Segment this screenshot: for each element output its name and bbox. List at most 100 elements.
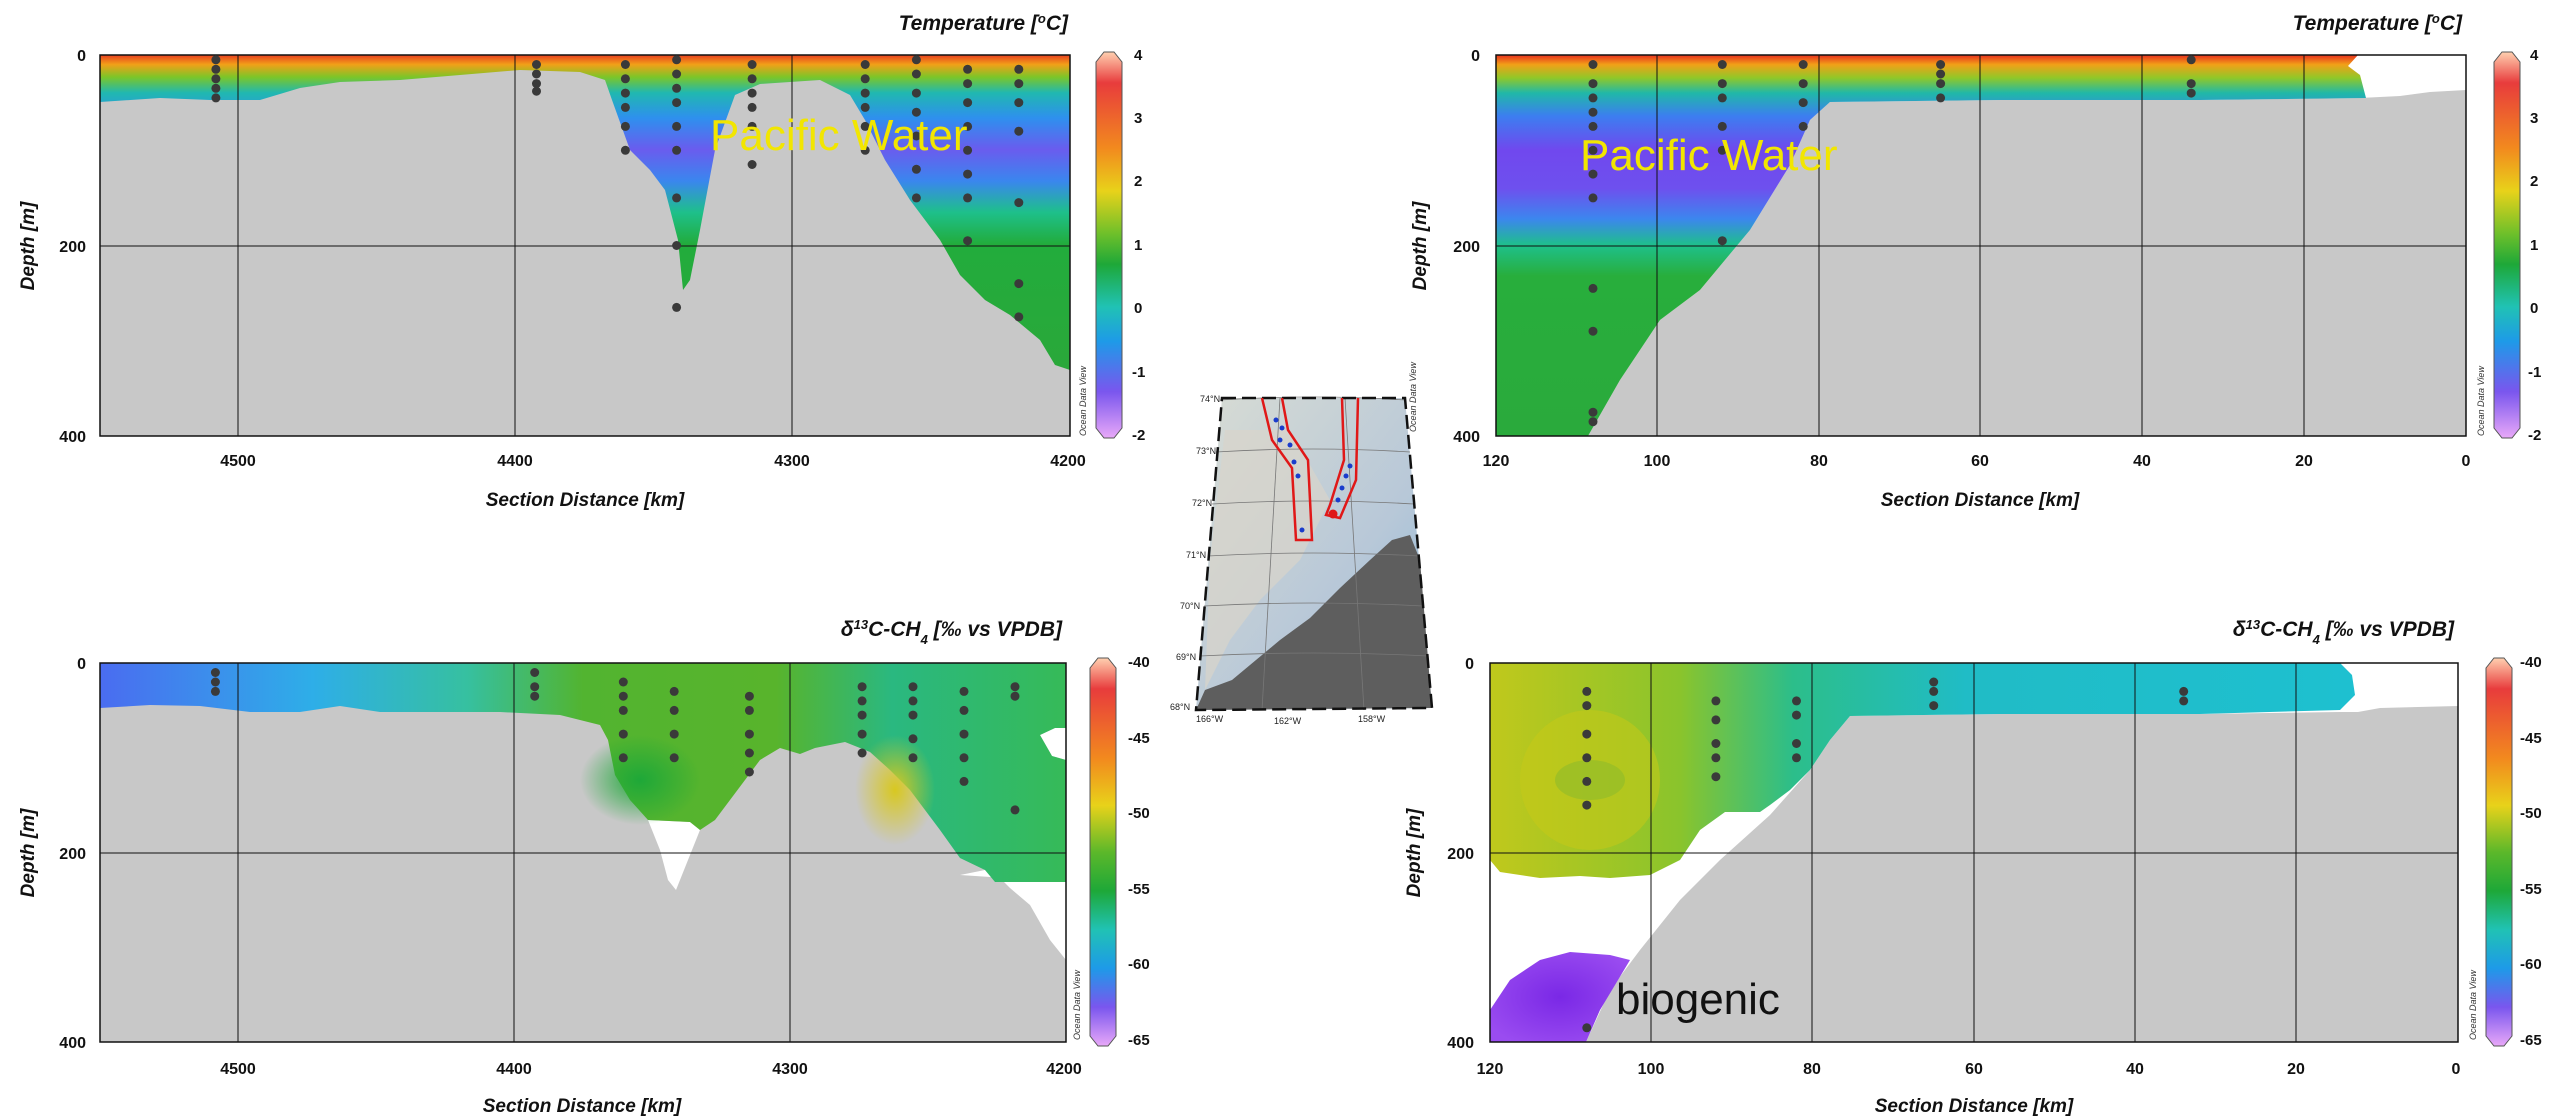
- station-sample-point: [618, 705, 628, 715]
- colorbar-tick: -1: [1132, 364, 1145, 381]
- station-sample-point: [747, 74, 757, 84]
- colorbar-tick: -55: [1128, 881, 1150, 898]
- colorbar-tick: 1: [1134, 237, 1142, 254]
- station-sample-point: [1582, 701, 1592, 711]
- station-sample-point: [2186, 88, 2196, 98]
- station-sample-point: [1798, 98, 1808, 108]
- station-sample-point: [744, 748, 754, 758]
- y-axis-label: Depth [m]: [18, 201, 39, 290]
- station-sample-point: [211, 93, 221, 103]
- x-tick-label: 40: [2126, 1061, 2144, 1078]
- station-sample-point: [1717, 121, 1727, 131]
- station-sample-point: [1014, 98, 1024, 108]
- odv-watermark: Ocean Data View: [1078, 366, 1088, 436]
- station-sample-point: [210, 668, 220, 677]
- odv-watermark: Ocean Data View: [2468, 970, 2478, 1040]
- map-lon-labels: 166°W 162°W 158°W: [1196, 714, 1386, 726]
- colorbar-tick: -50: [2520, 805, 2542, 822]
- colorbar-tick: -65: [2520, 1032, 2542, 1049]
- map-lat-label: 73°N: [1196, 446, 1216, 456]
- station-sample-point: [618, 691, 628, 701]
- station-sample-point: [860, 74, 870, 84]
- station-sample-point: [1717, 79, 1727, 89]
- station-sample-point: [1936, 79, 1946, 89]
- station-sample-point: [1588, 93, 1598, 103]
- map-station-dot: [1335, 497, 1341, 503]
- colorbar-tick: -50: [1128, 805, 1150, 822]
- annotation-biogenic: biogenic: [1616, 975, 1780, 1024]
- station-sample-point: [530, 682, 540, 692]
- colorbar-tick: 4: [1134, 47, 1143, 64]
- x-tick-label: 4500: [220, 1061, 256, 1078]
- station-sample-point: [860, 88, 870, 98]
- x-tick-label: 40: [2133, 453, 2151, 470]
- terrain-fill: [1586, 706, 2458, 1042]
- station-sample-point: [672, 69, 682, 79]
- station-sample-point: [1014, 79, 1024, 89]
- station-sample-point: [1588, 193, 1598, 203]
- map-station-dot: [1277, 437, 1283, 443]
- station-sample-point: [860, 145, 870, 155]
- station-sample-point: [1010, 682, 1020, 692]
- colorbar-tick: 2: [2530, 173, 2538, 190]
- grid-temperature-right: [1496, 55, 2466, 436]
- y-tick-label: 200: [59, 239, 86, 256]
- colorbar-tick: -45: [2520, 730, 2542, 747]
- station-sample-point: [211, 74, 221, 84]
- station-sample-point: [532, 79, 541, 89]
- plot-frame: [99, 54, 1071, 437]
- y-tick-label: 200: [59, 846, 86, 863]
- station-sample-point: [1936, 69, 1946, 79]
- map-lon-label: 162°W: [1274, 716, 1302, 726]
- station-sample-point: [1582, 729, 1592, 739]
- station-sample-point: [908, 734, 918, 744]
- station-sample-point: [857, 710, 867, 720]
- x-tick-label: 0: [2462, 453, 2471, 470]
- odv-watermark: Ocean Data View: [1072, 970, 1082, 1040]
- station-sample-point: [963, 64, 973, 74]
- stations-d13c-right: [1582, 677, 2189, 1033]
- station-sample-point: [1014, 64, 1024, 74]
- chart-title: Temperature [oC]: [899, 11, 1069, 36]
- station-sample-point: [1792, 696, 1801, 706]
- station-sample-point: [857, 696, 867, 706]
- colorbar-tick: 0: [2530, 300, 2538, 317]
- station-sample-point: [211, 55, 221, 65]
- station-sample-point: [911, 88, 921, 98]
- station-sample-point: [959, 705, 969, 715]
- y-tick-labels: 0 200 400: [1453, 48, 1480, 446]
- station-sample-point: [620, 102, 630, 112]
- x-tick-label: 4400: [496, 1061, 532, 1078]
- colorbar-tick: 1: [2530, 237, 2538, 254]
- station-sample-point: [210, 686, 220, 696]
- field-d13c-left: [100, 663, 1066, 882]
- y-tick-label: 400: [1453, 429, 1480, 446]
- station-sample-point: [672, 302, 682, 312]
- colorbar-tick: 2: [1134, 173, 1142, 190]
- x-tick-label: 120: [1477, 1061, 1504, 1078]
- station-sample-point: [1010, 805, 1020, 815]
- station-sample-point: [211, 64, 221, 74]
- station-sample-point: [860, 60, 870, 69]
- x-tick-labels: 120 100 80 60 40 20 0: [1477, 1061, 2461, 1078]
- station-sample-point: [1588, 145, 1598, 155]
- station-sample-point: [911, 164, 921, 174]
- station-sample-point: [747, 121, 757, 131]
- y-tick-label: 0: [77, 48, 86, 65]
- terrain-fill: [1588, 90, 2466, 436]
- station-sample-point: [672, 145, 682, 155]
- x-tick-label: 60: [1965, 1061, 1983, 1078]
- x-tick-label: 4300: [774, 453, 810, 470]
- y-tick-label: 400: [59, 429, 86, 446]
- station-sample-point: [1014, 126, 1024, 136]
- x-tick-labels: 120 100 80 60 40 20 0: [1483, 453, 2471, 470]
- plot-frame: [99, 662, 1067, 1043]
- map-station-dots: [1273, 417, 1353, 533]
- colorbar-d13c-left: -40 -45 -50 -55 -60 -65 Ocean Data View: [1072, 654, 1150, 1049]
- station-sample-point: [963, 98, 973, 108]
- x-tick-label: 80: [1810, 453, 1828, 470]
- station-sample-point: [1711, 772, 1721, 782]
- y-tick-label: 0: [1465, 656, 1474, 673]
- station-sample-point: [1711, 715, 1721, 725]
- colorbar-tick: -1: [2528, 364, 2541, 381]
